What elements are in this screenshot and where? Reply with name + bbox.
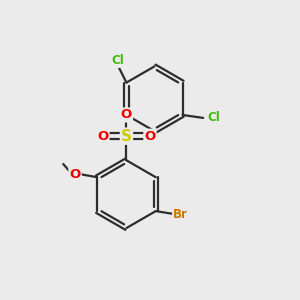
Text: Br: Br xyxy=(173,208,188,220)
Text: O: O xyxy=(121,109,132,122)
Text: Cl: Cl xyxy=(208,111,220,124)
Text: O: O xyxy=(97,130,109,143)
Text: Cl: Cl xyxy=(111,54,124,67)
Text: S: S xyxy=(121,129,132,144)
Text: O: O xyxy=(144,130,156,143)
Text: O: O xyxy=(69,168,81,181)
